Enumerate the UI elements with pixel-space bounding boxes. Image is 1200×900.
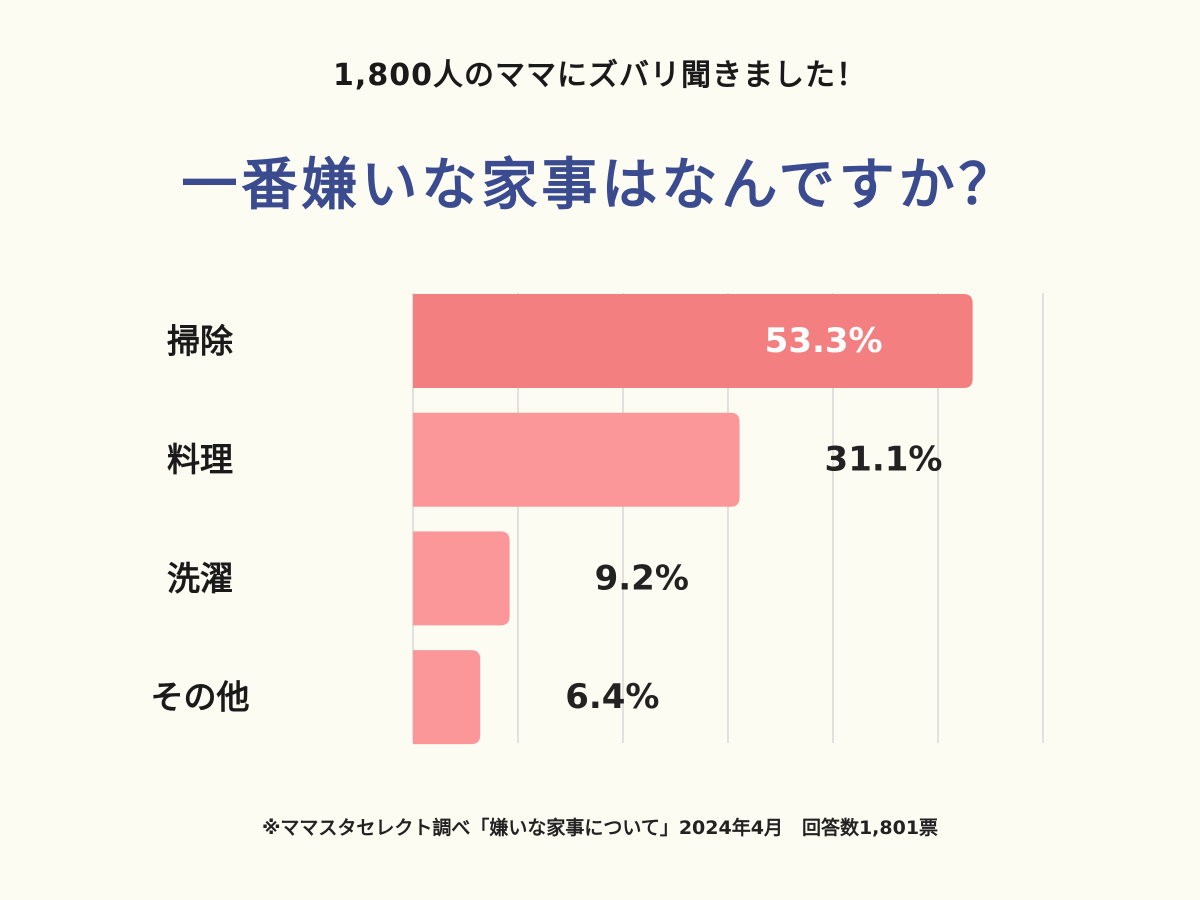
bar-3 — [413, 531, 510, 626]
value-label: 31.1% — [825, 440, 943, 480]
value-label: 6.4% — [565, 677, 659, 717]
category-label: 料理 — [167, 440, 233, 479]
bar-2 — [413, 412, 740, 507]
footnote: ※ママスタセレクト調べ「嫌いな家事について」2024年4月 回答数1,801票 — [261, 817, 939, 839]
bar-4 — [413, 650, 481, 745]
value-label: 53.3% — [765, 321, 883, 361]
value-labels: 53.3% 31.1% 9.2% 6.4% — [565, 321, 942, 717]
subtitle: 1,800人のママにズバリ聞きました！ — [333, 58, 867, 93]
bars — [413, 294, 973, 745]
bar-1 — [413, 294, 973, 388]
value-label: 9.2% — [595, 558, 689, 598]
chart-title: 一番嫌いな家事はなんですか？ — [181, 153, 1019, 218]
category-label: 掃除 — [167, 322, 234, 361]
category-label: 洗濯 — [167, 559, 233, 598]
category-label: その他 — [151, 678, 250, 717]
